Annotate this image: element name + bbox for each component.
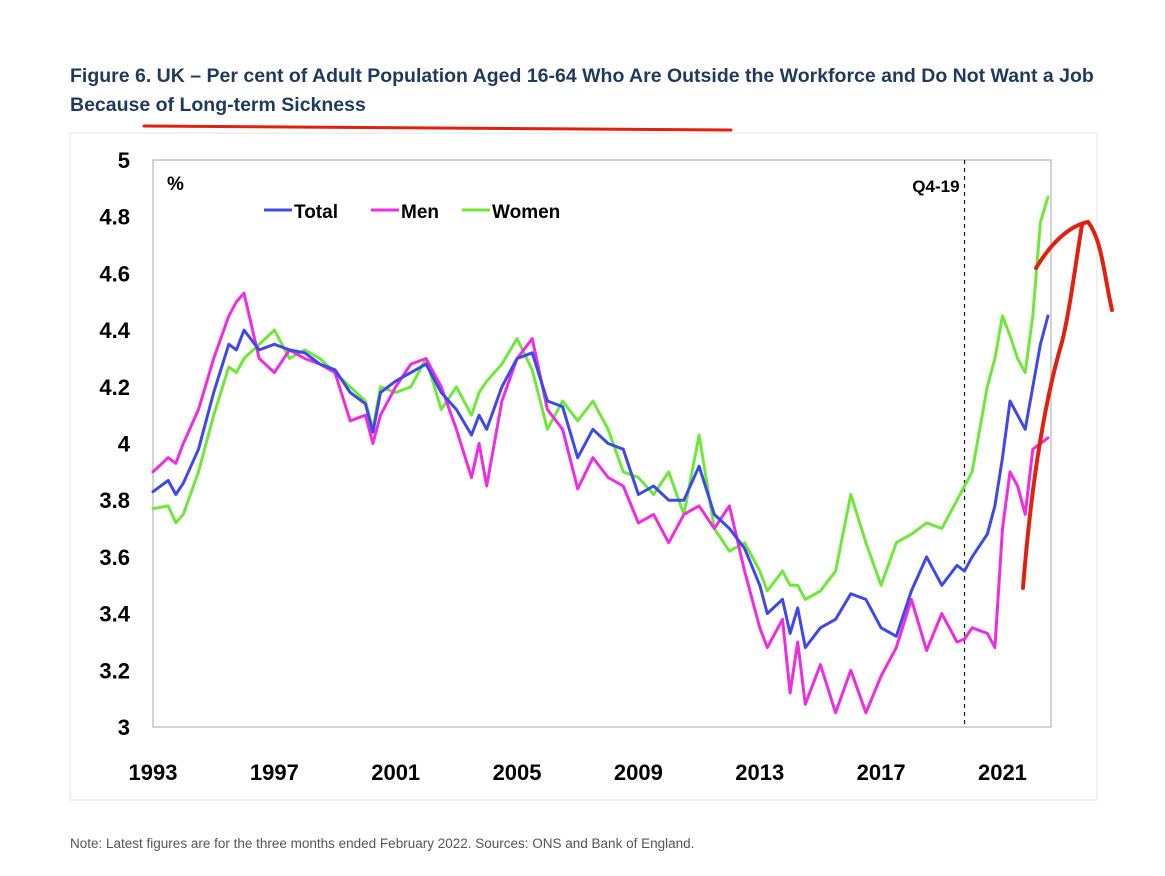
y-tick-label: 4.6 xyxy=(99,261,130,286)
y-tick-label: 5 xyxy=(118,148,130,173)
x-tick-label: 2021 xyxy=(978,760,1027,785)
x-tick-label: 2017 xyxy=(857,760,906,785)
title-underline-annotation xyxy=(142,124,733,132)
chart-frame xyxy=(69,132,1098,801)
y-tick-label: 3.4 xyxy=(99,602,130,627)
legend-label-total: Total xyxy=(294,202,338,223)
chart: 5 4.8 4.6 4.4 4.2 4 3.8 3.6 3.4 3.2 3 1993 1997 2001… xyxy=(69,124,1114,801)
y-tick-label: 3.6 xyxy=(99,545,130,570)
plot-area xyxy=(152,159,1052,728)
unit-label: % xyxy=(167,174,184,195)
x-axis-ticks: 1993 1997 2001 2005 2009 2013 2017 2021 xyxy=(129,760,1027,785)
y-axis-ticks: 5 4.8 4.6 4.4 4.2 4 3.8 3.6 3.4 3.2 3 xyxy=(99,148,130,740)
series-line-total xyxy=(151,314,1050,650)
y-tick-label: 4.2 xyxy=(99,375,130,400)
y-tick-label: 4.8 xyxy=(99,205,130,230)
y-tick-label: 3.8 xyxy=(99,488,130,513)
arrow-head-annotation xyxy=(1034,219,1114,312)
q4-19-label: Q4-19 xyxy=(912,177,959,196)
y-tick-label: 3 xyxy=(118,715,130,740)
arrow-shaft-annotation xyxy=(1021,223,1084,590)
source-note: Note: Latest figures are for the three m… xyxy=(70,836,695,851)
x-tick-label: 2001 xyxy=(371,760,420,785)
x-tick-label: 2009 xyxy=(614,760,663,785)
legend-label-women: Women xyxy=(492,202,560,223)
y-tick-label: 3.2 xyxy=(99,658,130,683)
figure-title: Figure 6. UK – Per cent of Adult Populat… xyxy=(70,65,1094,116)
y-tick-label: 4.4 xyxy=(99,318,130,343)
x-tick-label: 2013 xyxy=(735,760,784,785)
x-tick-label: 1997 xyxy=(250,760,299,785)
y-tick-label: 4 xyxy=(118,432,131,457)
legend-label-men: Men xyxy=(401,202,439,223)
x-tick-label: 2005 xyxy=(493,760,542,785)
legend: Total Men Women xyxy=(264,202,560,223)
series-lines xyxy=(151,195,1050,715)
x-tick-label: 1993 xyxy=(129,760,178,785)
series-line-men xyxy=(151,291,1050,715)
